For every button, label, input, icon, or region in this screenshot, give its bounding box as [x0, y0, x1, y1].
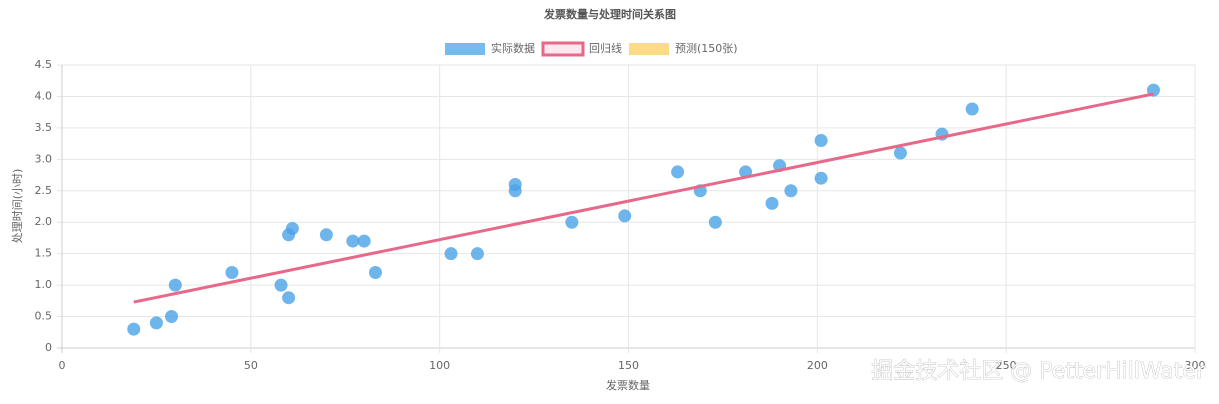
point	[814, 133, 828, 147]
y-tick-label: 0.5	[35, 310, 53, 323]
point	[444, 247, 458, 261]
point	[508, 184, 522, 198]
point	[565, 215, 579, 229]
legend-swatch	[445, 43, 485, 55]
legend-swatch	[541, 41, 585, 57]
point	[165, 310, 179, 324]
x-tick-label: 100	[429, 359, 450, 372]
point	[225, 266, 239, 280]
point	[708, 215, 722, 229]
chart-title: 发票数量与处理时间关系图	[543, 7, 676, 21]
x-tick-label: 0	[59, 359, 66, 372]
point	[671, 165, 685, 179]
point	[357, 234, 371, 248]
point	[282, 291, 296, 305]
legend-swatch	[629, 43, 669, 55]
y-tick-label: 4.0	[35, 89, 53, 102]
point	[765, 196, 779, 210]
point	[319, 228, 333, 242]
legend-label: 预测(150张)	[675, 42, 738, 55]
y-tick-label: 2.5	[35, 184, 53, 197]
point	[470, 247, 484, 261]
y-tick-label: 2.0	[35, 215, 53, 228]
y-tick-label: 3.5	[35, 121, 53, 134]
point	[127, 322, 141, 336]
x-tick-label: 50	[244, 359, 258, 372]
point	[274, 278, 288, 292]
x-axis-label: 发票数量	[606, 378, 650, 392]
point	[168, 278, 182, 292]
y-axis-label: 处理时间(小时)	[11, 169, 24, 244]
watermark: 掘金技术社区 @ PetterHillWater	[871, 359, 1206, 384]
y-tick-label: 3.0	[35, 152, 53, 165]
x-tick-label: 150	[618, 359, 639, 372]
point	[784, 184, 798, 198]
y-tick-label: 1.0	[35, 278, 53, 291]
point	[618, 209, 632, 223]
point	[814, 171, 828, 185]
x-tick-label: 250	[996, 359, 1017, 372]
y-tick-label: 4.5	[35, 58, 53, 71]
point	[965, 102, 979, 116]
x-tick-label: 300	[1185, 359, 1206, 372]
x-tick-label: 200	[807, 359, 828, 372]
y-tick-label: 0	[45, 341, 52, 354]
point	[285, 222, 299, 236]
y-tick-label: 1.5	[35, 247, 53, 260]
point	[149, 316, 163, 330]
point	[346, 234, 360, 248]
legend-label: 回归线	[589, 41, 622, 55]
legend-label: 实际数据	[491, 41, 535, 55]
regression-line	[133, 92, 1154, 304]
point	[893, 146, 907, 160]
point	[368, 266, 382, 280]
